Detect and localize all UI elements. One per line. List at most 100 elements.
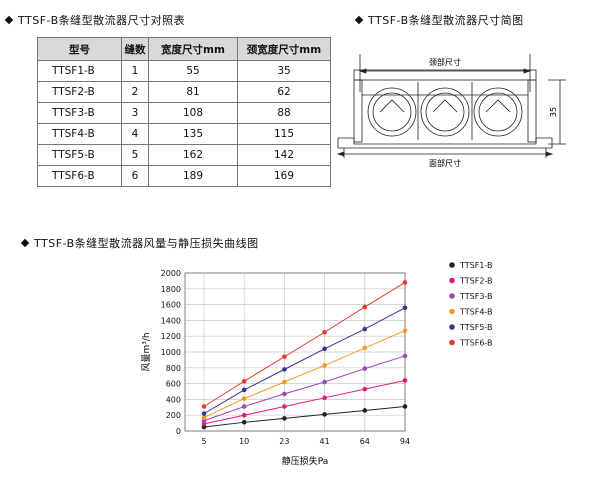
header-neck: 颈宽度尺寸mm — [237, 37, 331, 61]
data-point — [402, 305, 408, 311]
data-point — [362, 386, 368, 392]
data-point — [282, 379, 287, 385]
x-tick-label: 10 — [239, 437, 249, 446]
legend-marker — [449, 339, 455, 346]
plot-frame — [184, 272, 406, 432]
y-axis-label: 风量m³/h — [141, 332, 152, 371]
spec-table: 型号 缝数 宽度尺寸mm 颈宽度尺寸mm TTSF1-B 1 55 35 TTS… — [37, 37, 331, 187]
data-point — [322, 395, 327, 401]
data-point — [241, 404, 247, 409]
face-size-label: 面部尺寸 — [429, 158, 461, 168]
legend-marker — [449, 324, 455, 330]
data-point — [201, 424, 207, 430]
cell-model: TTSF3-B — [37, 102, 122, 124]
data-point — [241, 387, 247, 393]
legend-marker — [449, 262, 455, 268]
cell-neck: 142 — [237, 144, 331, 166]
legend-marker — [449, 308, 455, 315]
data-point — [362, 304, 368, 310]
y-tick-label: 1800 — [161, 285, 181, 294]
series-line — [203, 406, 406, 428]
x-tick-label: 23 — [279, 437, 289, 446]
data-point — [241, 412, 247, 418]
x-axis-label: 静压损失Pa — [282, 455, 329, 467]
data-point — [322, 379, 327, 385]
cell-width: 135 — [148, 123, 238, 145]
header-model: 型号 — [37, 37, 122, 61]
legend-marker — [449, 293, 455, 299]
x-tick-label: 5 — [201, 437, 206, 446]
cell-slots: 1 — [121, 60, 149, 82]
data-point — [322, 346, 327, 352]
data-point — [241, 378, 247, 384]
legend-label: TTSF2-B — [459, 277, 493, 286]
data-point — [201, 404, 207, 409]
y-tick-label: 2000 — [161, 269, 181, 278]
chart-section-title: TTSF-B条缝型散流器风量与静压损失曲线图 — [20, 235, 259, 251]
cell-width: 55 — [148, 60, 238, 82]
data-point — [362, 408, 368, 413]
slot-roller — [367, 87, 417, 137]
data-point — [201, 418, 207, 424]
diamond-bullet-icon — [4, 15, 14, 25]
legend-label: TTSF3-B — [459, 292, 493, 301]
x-tick-label: 41 — [320, 437, 330, 446]
series-line — [203, 282, 406, 407]
flange — [337, 137, 553, 149]
cell-model: TTSF5-B — [37, 144, 122, 166]
arrow-icon — [336, 151, 345, 157]
series-line — [203, 379, 406, 425]
arrow-icon — [358, 68, 367, 74]
arrow-icon — [523, 68, 532, 74]
cell-model: TTSF1-B — [37, 60, 122, 82]
table-row: TTSF6-B 6 189 169 — [37, 165, 331, 187]
data-point — [241, 396, 247, 401]
data-point — [201, 421, 207, 427]
legend-marker — [449, 277, 455, 284]
cell-width: 108 — [148, 102, 238, 124]
table-row: TTSF5-B 5 162 142 — [37, 144, 331, 166]
legend-label: TTSF6-B — [459, 339, 493, 348]
data-point — [282, 367, 287, 372]
y-tick-label: 0 — [176, 427, 181, 436]
airflow-chart: 0 200 400 600 800 1000 1200 1400 1600 1800 2000 5 10… — [141, 261, 493, 467]
table-title-text: TTSF-B条缝型散流器尺寸对照表 — [18, 14, 186, 27]
cell-model: TTSF6-B — [37, 165, 122, 187]
height-label: 35 — [549, 107, 558, 117]
data-point — [322, 329, 327, 335]
data-point — [402, 404, 408, 409]
data-point — [201, 415, 207, 420]
diffuser-cross-section-drawing: 颈部尺寸 面部尺寸 35 — [336, 54, 566, 168]
x-tick-label: 94 — [400, 437, 410, 446]
y-tick-label: 600 — [166, 380, 181, 389]
y-tick-label: 1200 — [161, 332, 181, 341]
data-point — [201, 411, 207, 416]
data-point — [362, 366, 368, 371]
chart-series — [201, 280, 408, 430]
legend-label: TTSF4-B — [459, 308, 493, 317]
data-point — [282, 404, 287, 409]
table-row: TTSF4-B 4 135 115 — [37, 123, 331, 145]
cell-slots: 4 — [121, 123, 149, 145]
legend-label: TTSF5-B — [459, 323, 493, 332]
chart-legend: TTSF1-B TTSF2-B TTSF3-B TTSF4-B TTSF5-B TTSF6… — [449, 261, 493, 348]
data-point — [362, 345, 368, 351]
cell-slots: 6 — [121, 165, 149, 187]
y-tick-label: 1400 — [161, 316, 181, 325]
diamond-bullet-icon — [354, 15, 364, 25]
right-frame — [527, 79, 537, 143]
chart-axes: 0 200 400 600 800 1000 1200 1400 1600 1800 2000 5 10… — [161, 269, 410, 446]
cell-slots: 5 — [121, 144, 149, 166]
data-point — [282, 391, 287, 397]
table-header-row: 型号 缝数 宽度尺寸mm 颈宽度尺寸mm — [37, 37, 331, 61]
cell-model: TTSF4-B — [37, 123, 122, 145]
data-point — [362, 326, 368, 332]
chart-grid — [185, 272, 406, 432]
series-line — [203, 330, 406, 419]
y-tick-label: 1000 — [161, 348, 181, 357]
diamond-bullet-icon — [20, 238, 30, 248]
cell-neck: 169 — [237, 165, 331, 187]
slot-roller — [420, 87, 470, 137]
y-tick-label: 400 — [166, 395, 181, 404]
cell-model: TTSF2-B — [37, 81, 122, 103]
